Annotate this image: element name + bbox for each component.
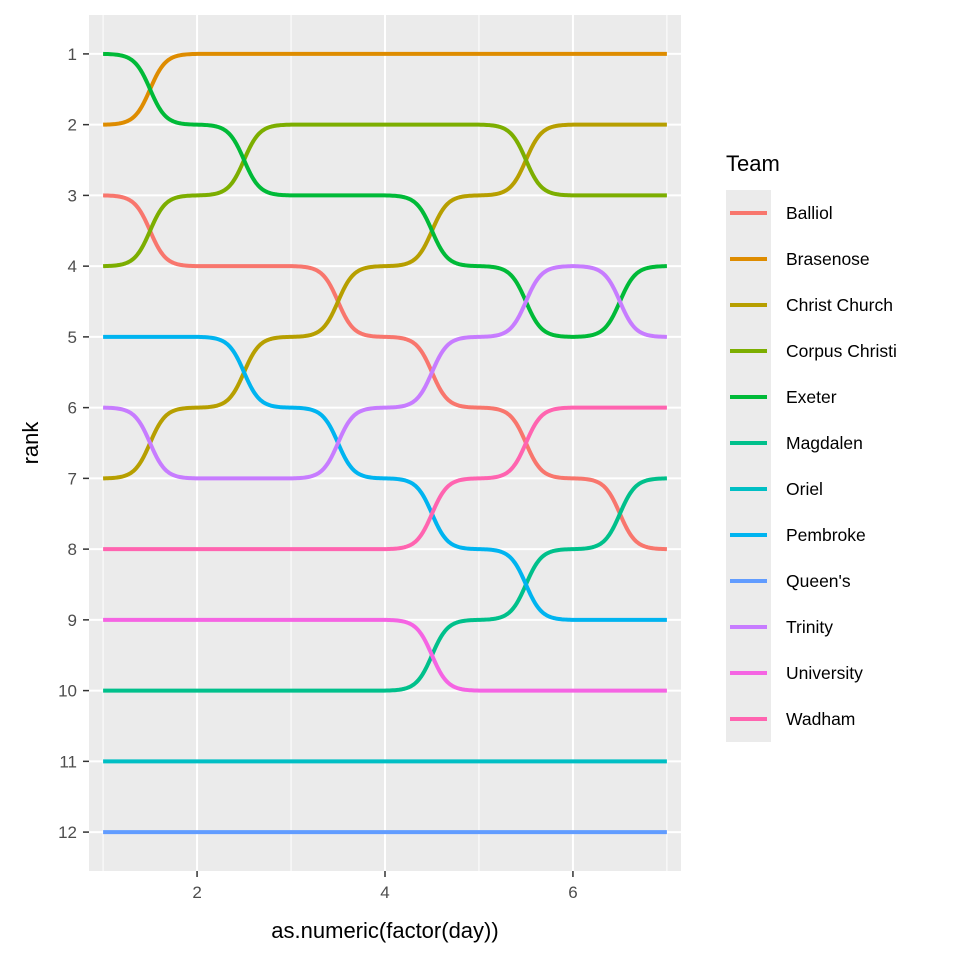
series-line [102, 193, 668, 552]
legend-label: Brasenose [786, 249, 870, 269]
y-tick-label: 11 [59, 752, 77, 771]
y-tick-label: 9 [68, 611, 77, 630]
legend-label: Wadham [786, 709, 855, 729]
legend-label: Corpus Christi [786, 341, 897, 361]
x-tick-label: 6 [568, 883, 577, 902]
x-tick-label: 4 [380, 883, 389, 902]
legend-label: Oriel [786, 479, 823, 499]
legend-label: Balliol [786, 203, 833, 223]
y-tick-label: 12 [58, 823, 77, 842]
x-axis-title: as.numeric(factor(day)) [271, 918, 498, 943]
legend-label: Magdalen [786, 433, 863, 453]
y-tick-label: 7 [68, 469, 77, 488]
series-line [102, 122, 668, 481]
minor-gridlines [102, 15, 668, 871]
y-tick-label: 3 [68, 186, 77, 205]
legend-label: Pembroke [786, 525, 866, 545]
y-tick-label: 10 [58, 682, 77, 701]
y-tick-label: 4 [68, 257, 77, 276]
legend-title: Team [726, 151, 780, 176]
x-axis: 2 4 6 [192, 871, 578, 902]
series-line [102, 405, 668, 552]
series-line [102, 476, 668, 693]
y-tick-label: 5 [68, 328, 77, 347]
y-axis-title: rank [18, 421, 43, 465]
legend-label: Exeter [786, 387, 837, 407]
series-line [102, 334, 668, 622]
y-tick-label: 8 [68, 540, 77, 559]
series-line [102, 51, 668, 127]
y-tick-label: 1 [68, 45, 77, 64]
y-tick-label: 6 [68, 399, 77, 418]
legend-label: Queen's [786, 571, 851, 591]
series-line [102, 264, 668, 481]
series-lines [102, 51, 668, 835]
legend-label: Trinity [786, 617, 833, 637]
series-line [102, 122, 668, 269]
x-tick-label: 2 [192, 883, 201, 902]
y-tick-label: 2 [68, 116, 77, 135]
series-line [102, 617, 668, 693]
series-line [102, 51, 668, 339]
legend-label: Christ Church [786, 295, 893, 315]
legend-items: Balliol Brasenose Christ Church Corpus Chri… [730, 203, 897, 729]
legend-key-background [726, 190, 771, 742]
legend-label: University [786, 663, 863, 683]
legend: Team Balliol Brasenose Christ Church Corpus… [726, 151, 897, 742]
